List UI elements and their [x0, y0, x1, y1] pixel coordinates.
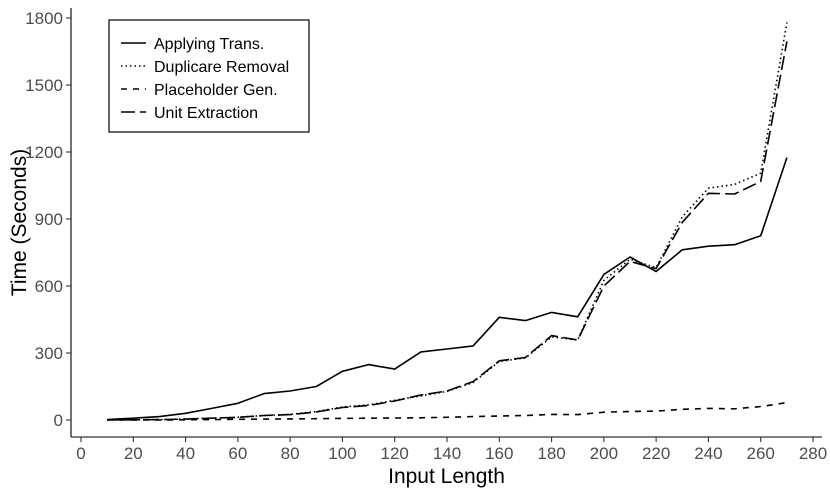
x-tick-label: 120 — [381, 444, 409, 463]
y-tick-label: 1800 — [25, 9, 63, 28]
legend-box — [108, 19, 310, 133]
x-tick-label: 160 — [485, 444, 513, 463]
legend: Applying Trans. Duplicare Removal Placehol… — [108, 19, 310, 133]
y-tick-label: 300 — [35, 344, 63, 363]
x-tick-label: 80 — [281, 444, 300, 463]
y-axis-title: Time (Seconds) — [8, 149, 31, 296]
x-tick-label: 240 — [694, 444, 722, 463]
x-tick-label: 180 — [537, 444, 565, 463]
x-axis-title: Input Length — [388, 465, 505, 488]
x-tick-label: 220 — [642, 444, 670, 463]
legend-label: Duplicare Removal — [154, 59, 289, 76]
series-line-applying-trans — [107, 157, 788, 421]
x-tick-label: 0 — [76, 444, 85, 463]
y-tick-label: 1500 — [25, 76, 63, 95]
legend-label: Placeholder Gen. — [154, 82, 278, 99]
x-tick-label: 280 — [799, 444, 827, 463]
x-tick-label: 140 — [433, 444, 461, 463]
y-tick-label: 1200 — [25, 143, 63, 162]
x-tick-label: 40 — [176, 444, 195, 463]
series-line-unit-extraction — [107, 41, 788, 421]
legend-label: Applying Trans. — [154, 36, 264, 53]
series-line-duplicare-removal — [107, 22, 788, 421]
series-layer — [107, 22, 788, 421]
x-tick-label: 200 — [590, 444, 618, 463]
series-line-placeholder-gen — [107, 401, 788, 421]
x-tick-label: 100 — [328, 444, 356, 463]
x-tick-label: 20 — [124, 444, 143, 463]
legend-label: Unit Extraction — [154, 105, 258, 122]
axes: 0 300 600 900 1200 1500 1800 0 20 40 60 80 100 120 140… — [25, 8, 827, 463]
y-tick-label: 0 — [54, 411, 63, 430]
x-tick-label: 260 — [747, 444, 775, 463]
y-tick-label: 600 — [35, 277, 63, 296]
y-tick-label: 900 — [35, 210, 63, 229]
x-tick-label: 60 — [228, 444, 247, 463]
